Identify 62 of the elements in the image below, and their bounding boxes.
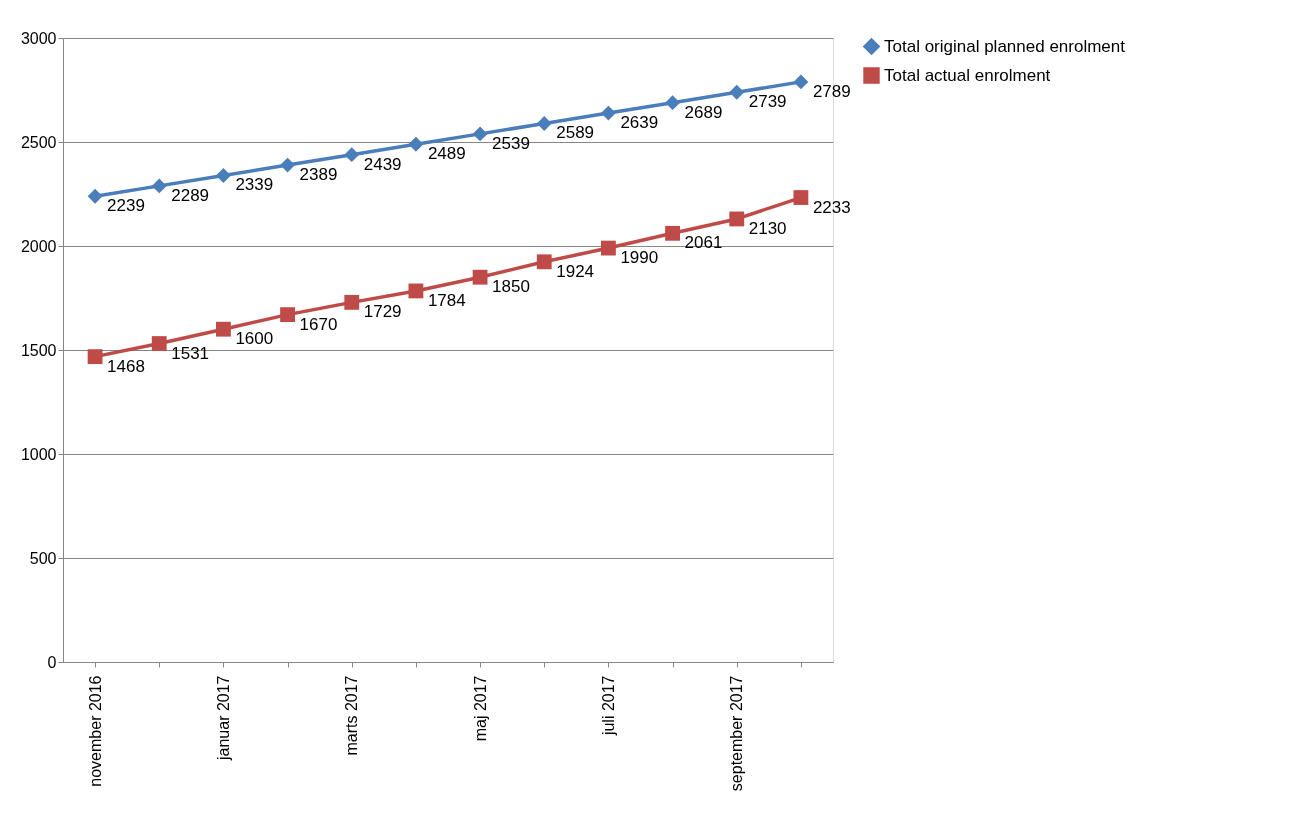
point — [87, 349, 103, 365]
data-label: 2639 — [620, 113, 659, 133]
point — [793, 190, 809, 205]
data-label: 2689 — [684, 102, 723, 122]
point — [472, 269, 488, 285]
data-label: 2289 — [171, 185, 210, 205]
point — [216, 168, 231, 183]
y-tick-label: 2500 — [20, 133, 57, 151]
data-label: 1468 — [107, 356, 145, 376]
x-tick-label: maj 2017 — [471, 675, 489, 742]
data-label: 2539 — [492, 133, 530, 153]
y-tick-label: 3000 — [20, 29, 57, 47]
point — [536, 254, 552, 270]
point — [344, 147, 360, 163]
data-label: 2789 — [812, 81, 851, 101]
x-tick-label: marts 2017 — [343, 675, 361, 756]
data-label: 2339 — [235, 175, 274, 195]
point — [151, 336, 167, 351]
point — [280, 307, 295, 323]
point — [87, 188, 103, 204]
data-label: 1670 — [299, 314, 338, 334]
data-label: 1850 — [492, 277, 530, 297]
y-tick-label: 1000 — [20, 445, 57, 463]
x-tick-label: november 2016 — [86, 675, 104, 787]
legend-label: Total actual enrolment — [884, 65, 1051, 85]
data-label: 1729 — [363, 302, 402, 322]
data-label: 1600 — [235, 329, 274, 349]
point — [601, 240, 616, 256]
data-label: 2233 — [812, 197, 851, 217]
x-tick-label: september 2017 — [728, 675, 746, 792]
data-label: 1784 — [427, 290, 466, 310]
point — [729, 84, 745, 100]
data-label: 2489 — [427, 144, 466, 164]
data-label: 2130 — [748, 218, 787, 238]
data-label: 2739 — [748, 92, 787, 112]
data-label: 1531 — [171, 343, 210, 363]
point — [601, 105, 616, 121]
x-tick-label: januar 2017 — [214, 675, 232, 762]
point — [408, 136, 424, 152]
point — [536, 116, 552, 131]
point — [280, 157, 295, 173]
x-tick-label: juli 2017 — [599, 675, 617, 737]
point — [793, 74, 809, 90]
point — [216, 321, 231, 337]
data-label: 2061 — [684, 233, 723, 253]
data-label: 2589 — [556, 123, 595, 143]
y-tick-label: 2000 — [20, 237, 57, 255]
y-tick-label: 0 — [47, 653, 57, 671]
data-label: 1924 — [556, 261, 595, 281]
y-tick-label: 500 — [29, 549, 57, 567]
data-label: 1990 — [620, 248, 659, 268]
point — [344, 294, 360, 310]
point — [151, 178, 167, 194]
point — [472, 126, 488, 142]
y-tick-label: 1500 — [20, 341, 57, 359]
data-label: 2239 — [107, 196, 145, 216]
data-label: 2389 — [299, 165, 338, 185]
data-label: 2439 — [363, 154, 402, 174]
point — [665, 95, 680, 111]
legend-label: Total original planned enrolment — [884, 36, 1126, 56]
point — [665, 225, 680, 241]
point — [729, 211, 745, 227]
